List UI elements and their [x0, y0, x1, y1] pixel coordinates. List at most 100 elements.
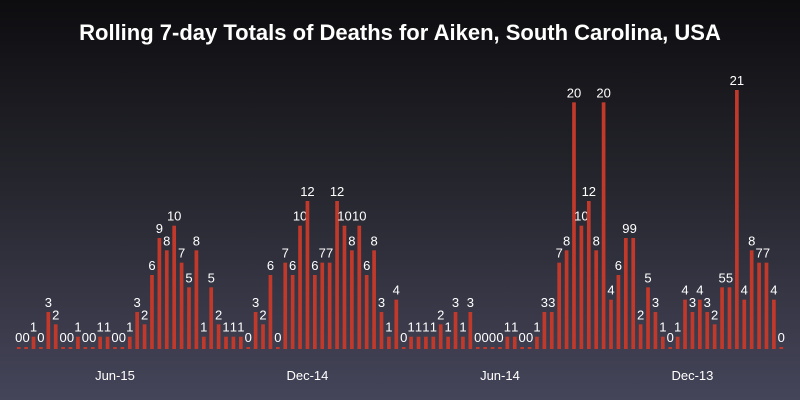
bar-value-label: 10 — [293, 209, 307, 224]
bar-value-label: 0 — [111, 330, 118, 345]
bar — [461, 336, 465, 349]
bar — [564, 250, 569, 349]
bar — [431, 336, 436, 349]
bar-value-label: 1 — [445, 320, 452, 335]
bar — [779, 347, 784, 349]
bar-value-label: 1 — [659, 320, 666, 335]
bar-value-label: 0 — [526, 330, 533, 345]
bar — [150, 275, 154, 349]
bar — [387, 336, 391, 349]
bar — [646, 287, 650, 349]
bar-value-label: 1 — [674, 320, 681, 335]
bar — [246, 347, 251, 349]
bar-value-label: 1 — [504, 320, 511, 335]
bar — [424, 336, 428, 349]
bar-value-label: 9 — [622, 221, 629, 236]
bar — [283, 262, 288, 349]
bar — [83, 347, 88, 349]
bar-value-label: 0 — [482, 330, 489, 345]
bar — [142, 324, 147, 349]
bar-value-label: 0 — [22, 330, 29, 345]
bar — [616, 275, 621, 349]
bar-value-label: 4 — [770, 283, 777, 298]
bar-value-label: 1 — [533, 320, 540, 335]
bar — [209, 287, 214, 349]
bar-value-label: 7 — [319, 246, 326, 261]
bar-value-label: 3 — [452, 295, 459, 310]
bar-value-label: 1 — [97, 320, 104, 335]
bar — [601, 102, 606, 349]
bar-value-label: 2 — [711, 307, 718, 322]
bar — [261, 324, 265, 349]
bar — [660, 336, 665, 349]
bar-value-label: 5 — [718, 270, 725, 285]
bar — [623, 238, 628, 349]
bar — [157, 238, 162, 349]
bar-value-label: 8 — [193, 233, 200, 248]
bar — [135, 312, 140, 349]
bar-value-label: 8 — [563, 233, 570, 248]
bar — [253, 312, 258, 349]
x-tick-label: Dec-14 — [286, 368, 328, 383]
bar-value-label: 12 — [330, 184, 344, 199]
bar — [512, 336, 517, 349]
bar — [53, 324, 58, 349]
bar — [357, 225, 362, 349]
bar-value-label: 12 — [300, 184, 314, 199]
bar-value-label: 0 — [37, 330, 44, 345]
bar-value-label: 0 — [489, 330, 496, 345]
bar — [187, 287, 191, 349]
bar-value-label: 2 — [637, 307, 644, 322]
bar — [446, 336, 450, 349]
bar-value-label: 3 — [45, 295, 52, 310]
bar — [39, 347, 43, 349]
bar-value-label: 4 — [393, 283, 400, 298]
bar-value-label: 7 — [763, 246, 770, 261]
chart-title: Rolling 7-day Totals of Deaths for Aiken… — [79, 20, 721, 45]
bar — [394, 299, 399, 349]
bar-value-label: 3 — [467, 295, 474, 310]
bar — [24, 347, 28, 349]
bar — [631, 238, 636, 349]
bar — [342, 225, 347, 349]
bar — [379, 312, 384, 349]
bar-value-label: 20 — [596, 85, 610, 100]
bar-value-label: 1 — [407, 320, 414, 335]
bar — [105, 336, 110, 349]
bar — [557, 262, 562, 349]
bar — [757, 262, 761, 349]
bar — [372, 250, 376, 349]
bar-value-label: 5 — [185, 270, 192, 285]
bar-value-label: 0 — [519, 330, 526, 345]
bar-value-label: 10 — [337, 209, 351, 224]
bar — [313, 275, 317, 349]
bar — [201, 336, 206, 349]
bar-value-label: 4 — [741, 283, 748, 298]
bar — [698, 299, 702, 349]
bar-value-label: 0 — [274, 330, 281, 345]
bar — [305, 201, 310, 349]
bar — [586, 201, 591, 349]
bar-value-label: 6 — [289, 258, 296, 273]
bar — [335, 201, 339, 349]
bar — [438, 324, 443, 349]
bar-value-label: 1 — [222, 320, 229, 335]
bar-value-label: 6 — [311, 258, 318, 273]
bar-value-label: 0 — [119, 330, 126, 345]
bar-value-label: 3 — [704, 295, 711, 310]
x-tick-label: Jun-15 — [95, 368, 135, 383]
bar-value-label: 1 — [237, 320, 244, 335]
bar-value-label: 0 — [82, 330, 89, 345]
bar — [638, 324, 643, 349]
bar-value-label: 3 — [689, 295, 696, 310]
x-tick-label: Dec-13 — [671, 368, 713, 383]
bar-value-label: 0 — [89, 330, 96, 345]
bar — [290, 275, 295, 349]
bar-value-label: 7 — [755, 246, 762, 261]
bar — [572, 102, 576, 349]
bar-value-label: 10 — [352, 209, 366, 224]
bar — [505, 336, 510, 349]
bar-value-label: 21 — [730, 73, 744, 88]
bar — [742, 299, 747, 349]
